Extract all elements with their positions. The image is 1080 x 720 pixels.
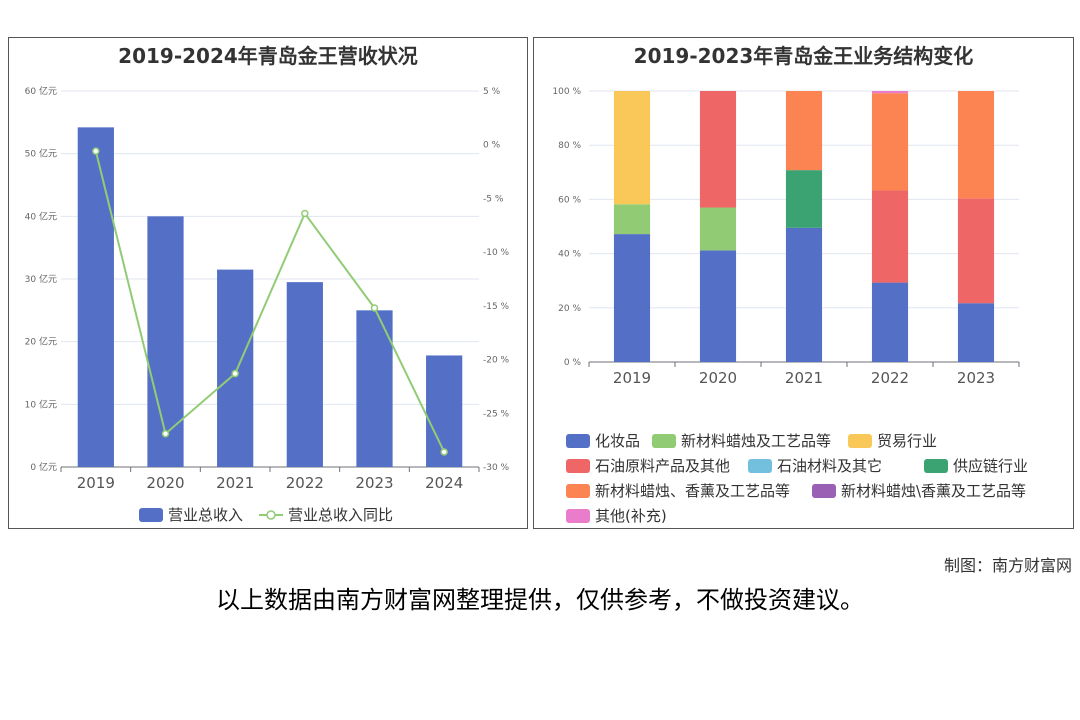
y-right-tick-label: -20 %	[483, 356, 510, 366]
y-right-tick-label: -30 %	[483, 463, 510, 473]
revenue-chart-title: 2019-2024年青岛金王营收状况	[118, 44, 418, 68]
point-revenue-yoy	[440, 448, 448, 456]
y-tick-label: 0 %	[564, 358, 582, 368]
bar-revenue	[77, 127, 114, 467]
y-left-tick-label: 20 亿元	[25, 336, 57, 348]
bar-revenue	[217, 269, 254, 467]
bar-segment	[613, 234, 651, 362]
legend-label-yoy: 营业总收入同比	[288, 506, 393, 524]
legend-swatch	[566, 484, 590, 498]
y-tick-label: 40 %	[558, 250, 581, 260]
y-right-tick-label: -10 %	[483, 248, 510, 258]
bar-segment	[871, 190, 909, 283]
legend-swatch	[652, 434, 676, 448]
bar-revenue	[356, 310, 393, 467]
bar-segment	[871, 282, 909, 362]
y-right-tick-label: -15 %	[483, 302, 510, 312]
point-revenue-yoy	[370, 304, 379, 312]
bar-segment	[785, 91, 823, 171]
x-tick-label: 2022	[871, 369, 909, 387]
legend-marker-yoy	[266, 510, 276, 520]
x-tick-label: 2020	[146, 474, 184, 492]
legend-swatch	[748, 459, 772, 473]
legend-swatch	[566, 459, 590, 473]
x-tick-label: 2021	[785, 369, 823, 387]
disclaimer-text: 以上数据由南方财富网整理提供，仅供参考，不做投资建议。	[216, 586, 864, 614]
y-left-tick-label: 0 亿元	[30, 461, 57, 473]
y-tick-label: 80 %	[558, 141, 581, 151]
point-revenue-yoy	[231, 369, 239, 378]
y-right-tick-label: -5 %	[483, 194, 504, 204]
bar-segment	[699, 207, 737, 251]
x-tick-label: 2023	[957, 369, 995, 387]
legend-swatch	[848, 434, 872, 448]
legend-swatch	[812, 484, 836, 498]
bar-segment	[957, 303, 995, 362]
bar-segment	[699, 250, 737, 362]
y-left-tick-label: 60 亿元	[25, 85, 57, 97]
y-right-tick-label: -25 %	[483, 409, 510, 419]
x-tick-label: 2024	[425, 474, 463, 492]
x-tick-label: 2020	[699, 369, 737, 387]
legend-label: 新材料蜡烛、香薰及工艺品等	[595, 482, 790, 500]
legend-label: 贸易行业	[877, 432, 937, 450]
legend-swatch-revenue	[139, 508, 163, 522]
bar-segment	[699, 91, 737, 208]
legend-label: 供应链行业	[953, 457, 1028, 475]
point-revenue-yoy	[301, 209, 309, 218]
x-tick-label: 2023	[355, 474, 393, 492]
bar-revenue	[147, 216, 184, 467]
point-revenue-yoy	[92, 147, 100, 155]
bar-revenue	[286, 282, 323, 467]
legend-label: 石油原料产品及其他	[595, 457, 730, 475]
x-tick-label: 2021	[216, 474, 254, 492]
y-tick-label: 60 %	[558, 195, 581, 205]
y-tick-label: 100 %	[552, 87, 581, 97]
x-tick-label: 2019	[613, 369, 651, 387]
y-left-tick-label: 40 亿元	[25, 210, 57, 222]
legend-swatch	[924, 459, 948, 473]
y-tick-label: 20 %	[558, 304, 581, 314]
x-tick-label: 2022	[286, 474, 324, 492]
y-left-tick-label: 10 亿元	[25, 398, 57, 410]
legend-label: 化妆品	[595, 432, 640, 450]
revenue-chart-svg: 0 亿元 10 亿元 20 亿元 30 亿元 40 亿元 50 亿元 60 亿元 -30 % -…	[25, 85, 510, 524]
bar-segment	[785, 170, 823, 228]
legend-label-revenue: 营业总收入	[168, 506, 243, 524]
legend-swatch	[566, 434, 590, 448]
bar-segment	[871, 93, 909, 191]
y-right-tick-label: 0 %	[483, 141, 501, 151]
legend-label: 石油材料及其它	[777, 457, 882, 475]
structure-chart-title: 2019-2023年青岛金王业务结构变化	[633, 44, 974, 68]
bar-segment	[613, 204, 651, 235]
legend-label: 新材料蜡烛及工艺品等	[681, 432, 831, 450]
bar-segment	[785, 227, 823, 362]
revenue-chart-panel: 2019-2024年青岛金王营收状况 0 亿元 10 亿元 20 亿元 30 亿元 40…	[8, 37, 528, 529]
y-left-tick-label: 50 亿元	[25, 148, 57, 160]
bar-segment	[957, 91, 995, 199]
line-revenue-yoy	[94, 150, 446, 453]
bar-segment	[957, 198, 995, 304]
legend-label: 新材料蜡烛\香薰及工艺品等	[841, 482, 1026, 500]
y-right-tick-label: 5 %	[483, 87, 501, 97]
structure-chart-svg: 0 % 20 % 40 % 60 % 80 % 100 % 2019 2020 2021 2022…	[552, 87, 1028, 525]
bar-segment	[871, 91, 909, 94]
legend-label: 其他(补充)	[595, 507, 667, 525]
bar-segment	[613, 91, 651, 205]
structure-chart-panel: 2019-2023年青岛金王业务结构变化 0 % 20 % 40 % 60 % 80 %…	[533, 37, 1074, 529]
point-revenue-yoy	[161, 429, 170, 438]
legend-swatch	[566, 509, 590, 523]
y-left-tick-label: 30 亿元	[25, 273, 57, 285]
chart-credit: 制图：南方财富网	[943, 556, 1072, 575]
x-tick-label: 2019	[77, 474, 115, 492]
